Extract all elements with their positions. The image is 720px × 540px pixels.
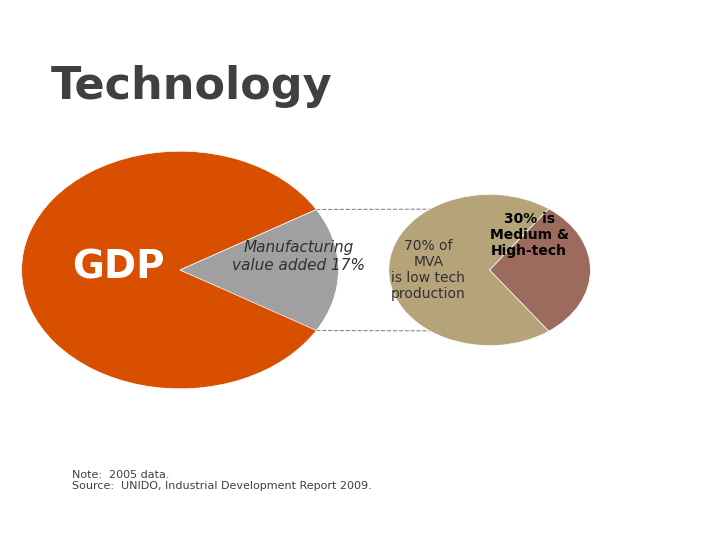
- Wedge shape: [389, 194, 549, 346]
- Wedge shape: [180, 210, 338, 330]
- Wedge shape: [490, 209, 590, 331]
- Wedge shape: [22, 151, 318, 389]
- Text: GDP: GDP: [73, 248, 165, 286]
- Text: 30% is
Medium &
High-tech: 30% is Medium & High-tech: [490, 212, 569, 258]
- Text: 70% of
MVA
is low tech
production: 70% of MVA is low tech production: [391, 239, 466, 301]
- Text: Manufacturing
value added 17%: Manufacturing value added 17%: [233, 240, 365, 273]
- Text: Note:  2005 data.
Source:  UNIDO, Industrial Development Report 2009.: Note: 2005 data. Source: UNIDO, Industri…: [72, 470, 372, 491]
- Text: Technology: Technology: [50, 65, 332, 108]
